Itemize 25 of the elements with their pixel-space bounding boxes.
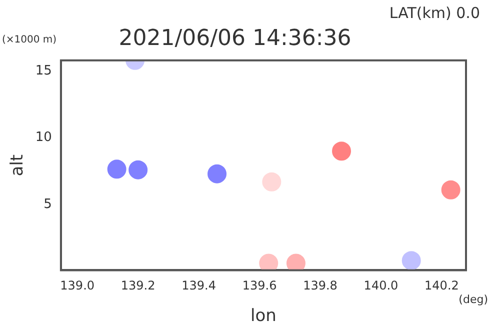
- y-tick-label: 15: [35, 63, 52, 78]
- chart-title: 2021/06/06 14:36:36: [118, 26, 352, 51]
- point: [402, 251, 421, 270]
- point: [262, 172, 282, 192]
- y-axis-title: alt: [8, 154, 28, 176]
- point: [441, 180, 460, 200]
- x-tick-label: 139.0: [60, 278, 95, 293]
- text: LAT(km) 0.0: [389, 4, 480, 22]
- point: [128, 160, 148, 180]
- x-tick-label: 139.4: [182, 278, 216, 293]
- x-tick-label: 140.0: [364, 278, 398, 293]
- x-tick-label: 139.6: [242, 278, 277, 293]
- point: [107, 160, 126, 179]
- point: [259, 254, 278, 270]
- x-tick-label: 139.2: [120, 278, 156, 293]
- x-tick-label: 140.2: [424, 278, 459, 293]
- point: [332, 142, 352, 161]
- x-tick-label: 139.8: [303, 278, 338, 293]
- y-tick-label: 10: [35, 130, 52, 146]
- point: [208, 164, 227, 184]
- text: (×1000 m): [2, 34, 57, 46]
- y-tick-label: 5: [44, 196, 52, 212]
- text: (deg): [458, 292, 488, 306]
- point: [286, 254, 306, 270]
- x-axis-title: lon: [250, 306, 276, 326]
